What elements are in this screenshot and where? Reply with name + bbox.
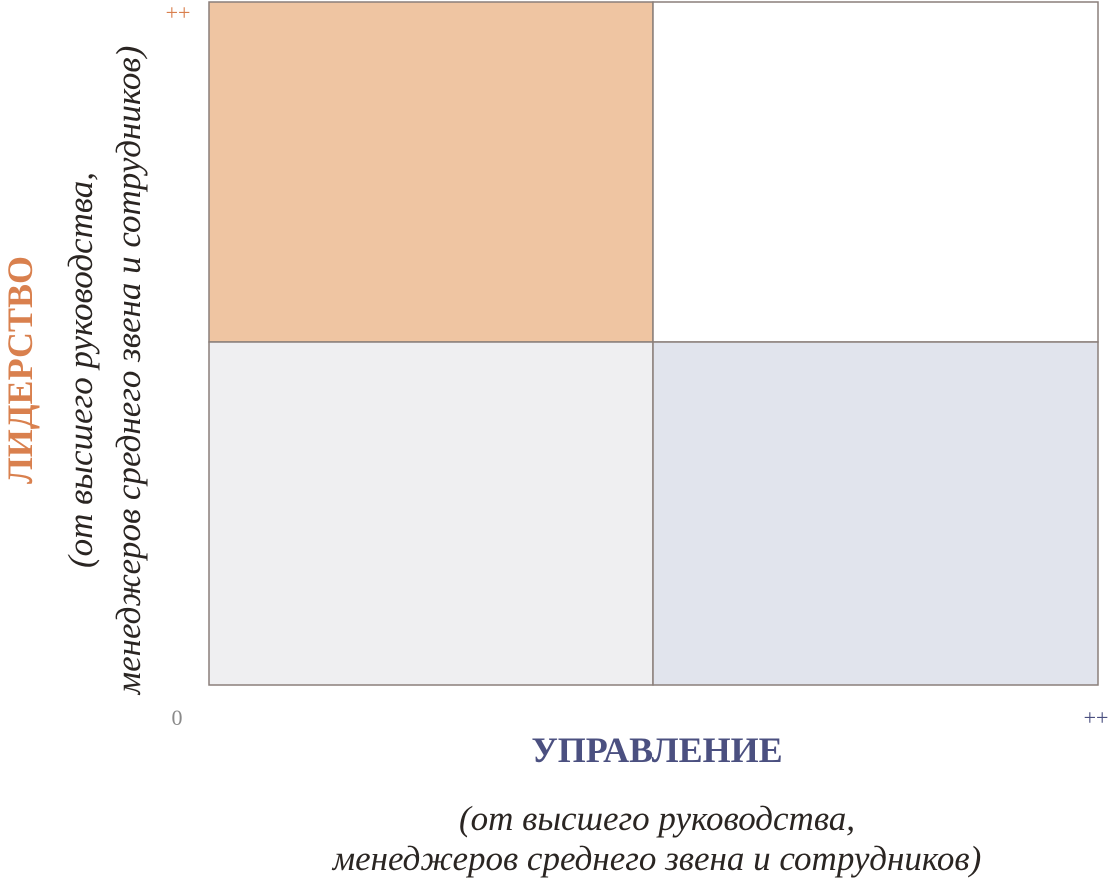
y-axis-note: (от высшего руководства, xyxy=(61,172,100,568)
quadrant-top-left xyxy=(208,1,654,343)
x-axis-note: (от высшего руководства, xyxy=(459,799,855,838)
origin-label: 0 xyxy=(172,705,183,730)
y-axis-note: менеджеров среднего звена и сотрудников) xyxy=(109,46,148,697)
quadrants xyxy=(208,1,1099,686)
x-axis-note: менеджеров среднего звена и сотрудников) xyxy=(331,839,982,878)
quadrant-top-right xyxy=(652,1,1099,343)
quadrant-bottom-right xyxy=(652,341,1099,686)
x-max-label: ++ xyxy=(1084,705,1109,730)
y-axis-label: ЛИДЕРСТВО xyxy=(0,256,40,484)
y-max-label: ++ xyxy=(166,0,191,25)
x-axis-label: УПРАВЛЕНИЕ xyxy=(531,730,782,770)
quadrant-bottom-left xyxy=(208,341,654,686)
